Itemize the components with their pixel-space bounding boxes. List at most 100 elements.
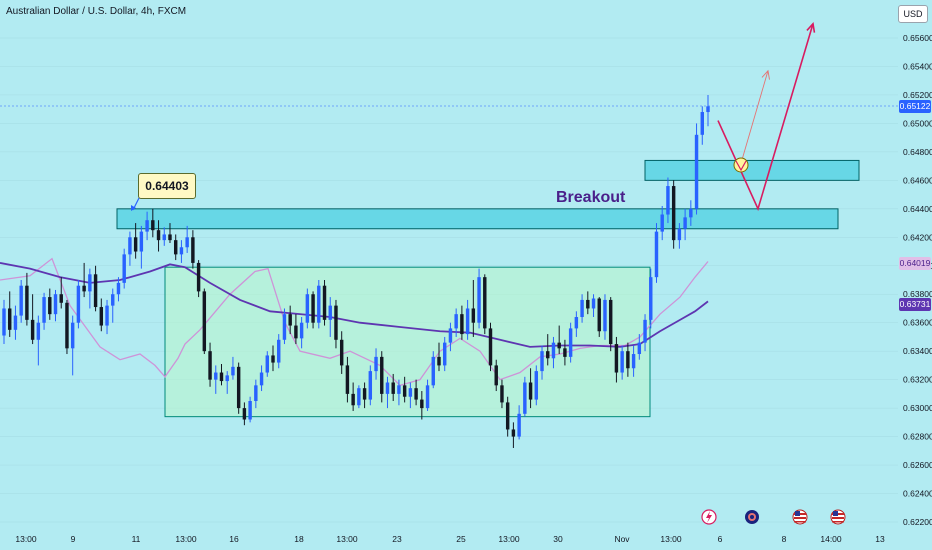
candle [689, 200, 693, 226]
flash-icon[interactable] [701, 509, 717, 525]
candle-body [305, 294, 310, 323]
candle [208, 342, 212, 387]
candle [517, 405, 521, 440]
candle-body [420, 399, 424, 409]
candle-body [511, 429, 516, 437]
price-tick-label: 0.65600 [903, 33, 932, 43]
candle-body [219, 372, 224, 382]
candle-body [637, 342, 642, 355]
candle [145, 211, 149, 241]
candle [368, 365, 373, 406]
globe-event-icon[interactable] [745, 510, 759, 524]
candle-body [528, 382, 533, 400]
candle-body [357, 388, 361, 406]
us-flag-icon[interactable] [792, 509, 808, 525]
candle-body [36, 322, 41, 340]
time-tick-label: Nov [614, 534, 630, 544]
candle-body [25, 285, 29, 320]
candle [202, 288, 207, 355]
candle [557, 325, 561, 355]
candle-body [586, 299, 590, 309]
candle-body [42, 297, 46, 323]
candle-body [671, 186, 676, 241]
candle [465, 299, 470, 340]
projection-path [740, 70, 769, 164]
candle [305, 288, 310, 329]
candle [288, 305, 292, 335]
candle [551, 336, 556, 369]
target-circle-icon [733, 157, 749, 173]
candle-body [162, 234, 166, 241]
candle-body [13, 315, 18, 330]
candle-body [631, 354, 636, 369]
candle [649, 268, 653, 329]
projection-path [717, 23, 814, 212]
time-tick-label: 11 [132, 534, 141, 544]
candle-body [649, 277, 653, 320]
candle [580, 294, 584, 323]
candle-body [88, 274, 92, 292]
candle [128, 231, 132, 266]
candle [225, 371, 229, 394]
candle-body [689, 208, 693, 218]
candle-body [626, 351, 630, 369]
candle [534, 365, 539, 406]
candle [179, 240, 184, 263]
candle [454, 308, 458, 337]
currency-button[interactable]: USD [898, 5, 928, 23]
candle [540, 345, 544, 380]
candle [139, 225, 144, 269]
candle-body [563, 348, 567, 357]
candle [277, 334, 281, 369]
time-tick-label: 13:00 [336, 534, 358, 544]
candle [448, 322, 453, 352]
price-tick-label: 0.63200 [903, 375, 932, 385]
candle [683, 208, 687, 241]
candle-body [76, 285, 81, 323]
candle-body [70, 322, 75, 349]
time-tick-label: 30 [553, 534, 563, 544]
candle [528, 368, 533, 409]
candle-body [568, 328, 573, 357]
candle-body [2, 308, 6, 336]
candle [99, 298, 104, 332]
candle-body [339, 339, 344, 366]
candle-body [414, 388, 418, 400]
candle [328, 297, 332, 337]
candle-body [225, 375, 229, 382]
price-tick-label: 0.62200 [903, 517, 932, 527]
candle-body [574, 317, 579, 329]
candle-body [311, 294, 315, 323]
candle-body [683, 217, 687, 229]
candle-body [666, 186, 670, 215]
candle [643, 314, 647, 352]
candle-body [173, 240, 178, 255]
candle-body [500, 385, 504, 403]
candle-body [374, 356, 378, 372]
candle [173, 234, 178, 261]
candle [196, 260, 201, 298]
candle [706, 94, 710, 127]
ma-fast-price-tag: 0.64019 [899, 256, 931, 270]
candle-body [408, 388, 413, 397]
candle-body [168, 234, 172, 241]
candle [597, 297, 601, 337]
time-tick-label: 13:00 [15, 534, 37, 544]
us-flag-icon[interactable] [830, 509, 846, 525]
candles [2, 94, 710, 448]
candle [614, 336, 619, 383]
candle [591, 294, 596, 318]
event-icons[interactable] [701, 509, 846, 525]
candle [76, 280, 81, 329]
candle [660, 205, 664, 241]
candle [13, 305, 18, 340]
candle-body [580, 299, 584, 318]
candle-body [65, 302, 69, 349]
candle [42, 292, 46, 330]
candle-body [196, 262, 201, 292]
candle [151, 208, 155, 238]
candle [259, 365, 264, 392]
candle-body [254, 385, 258, 401]
candle-body [334, 305, 338, 340]
